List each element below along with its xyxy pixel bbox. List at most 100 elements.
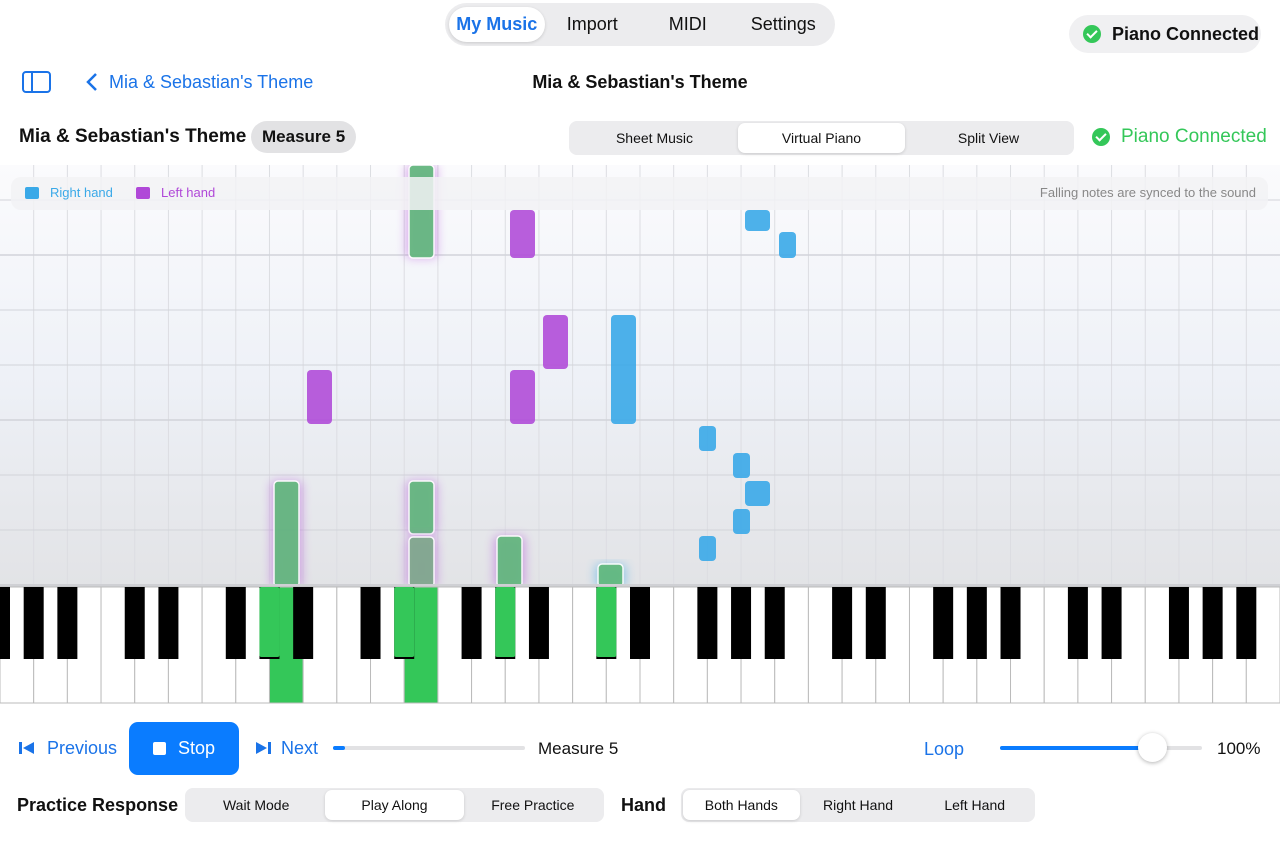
- falling-note: [543, 315, 568, 369]
- pressed-key: [596, 587, 617, 657]
- status-pill: Piano Connected: [1069, 15, 1261, 53]
- progress-track[interactable]: [333, 746, 525, 750]
- falling-note: [699, 426, 716, 451]
- legend-bar: [11, 177, 1268, 210]
- black-key: [865, 587, 886, 659]
- black-key: [57, 587, 78, 659]
- falling-note: [408, 480, 435, 535]
- falling-note: [611, 315, 636, 424]
- tempo-thumb[interactable]: [1138, 733, 1167, 762]
- tab[interactable]: Import: [566, 14, 618, 34]
- view-option[interactable]: Split View: [957, 130, 1020, 146]
- practice-option[interactable]: Wait Mode: [222, 797, 290, 813]
- legend-note: Falling notes are synced to the sound: [1040, 185, 1256, 200]
- black-key: [1168, 587, 1189, 659]
- black-key: [832, 587, 853, 659]
- stop-label: Stop: [178, 738, 216, 758]
- nav-title: Mia & Sebastian's Theme: [532, 72, 748, 92]
- measure-label: Measure 5: [538, 739, 619, 758]
- falling-note: [510, 210, 535, 258]
- black-key: [966, 587, 987, 659]
- legend-label: Right hand: [50, 185, 113, 200]
- falling-notes: [271, 165, 796, 588]
- practice-option[interactable]: Free Practice: [491, 797, 575, 813]
- piano-roll: Right hand Left hand Falling notes are s…: [0, 165, 1280, 704]
- black-key: [225, 587, 246, 659]
- top-tabs: My Music Import MIDI Settings: [445, 3, 835, 46]
- song-title: Mia & Sebastian's Theme: [19, 126, 247, 147]
- falling-note: [496, 535, 523, 588]
- black-key: [158, 587, 179, 659]
- stop-icon: [153, 742, 166, 755]
- hand-label: Hand: [621, 795, 666, 815]
- falling-note: [510, 370, 535, 424]
- falling-note: [745, 210, 770, 231]
- falling-note: [699, 536, 716, 561]
- tab[interactable]: My Music: [449, 7, 545, 42]
- loop-button[interactable]: Loop: [924, 739, 965, 759]
- falling-note: [779, 232, 796, 258]
- check-icon: [1083, 25, 1101, 43]
- view-option[interactable]: Virtual Piano: [738, 123, 905, 153]
- back-link[interactable]: Mia & Sebastian's Theme: [109, 72, 314, 92]
- view-option[interactable]: Sheet Music: [615, 130, 694, 146]
- black-key: [528, 587, 549, 659]
- black-key: [1000, 587, 1021, 659]
- black-key: [1236, 587, 1257, 659]
- legend-swatch: [136, 187, 150, 199]
- black-key: [630, 587, 650, 659]
- next-icon[interactable]: [254, 740, 272, 756]
- hand-option[interactable]: Right Hand: [822, 797, 894, 813]
- falling-note: [597, 563, 624, 588]
- prev-icon[interactable]: [18, 740, 36, 756]
- legend-label: Left hand: [161, 185, 215, 200]
- stop-button[interactable]: Stop: [129, 722, 239, 775]
- falling-note: [745, 481, 770, 506]
- back-chevron[interactable]: [85, 72, 99, 92]
- tab[interactable]: MIDI: [668, 14, 707, 34]
- legend-swatch: [25, 187, 39, 199]
- previous-button[interactable]: Previous: [47, 738, 118, 758]
- status-text: Piano Connected: [1112, 24, 1260, 44]
- hand-option[interactable]: Left Hand: [944, 797, 1006, 813]
- tempo-label: 100%: [1217, 739, 1261, 758]
- hand-switch: Both Hands Right Hand Left Hand: [681, 788, 1035, 822]
- black-key: [360, 587, 381, 659]
- black-key: [461, 587, 482, 659]
- progress-fill: [333, 746, 345, 750]
- black-key: [1067, 587, 1088, 659]
- check-icon: [1092, 128, 1110, 146]
- keyboard-edge: [0, 584, 1280, 588]
- measure-badge: Measure 5: [251, 121, 357, 153]
- tempo-fill: [1000, 746, 1152, 750]
- practice-label: Practice Response: [17, 795, 179, 815]
- practice-switch: Wait Mode Play Along Free Practice: [185, 788, 604, 822]
- black-key: [764, 587, 785, 659]
- practice-option[interactable]: Play Along: [325, 790, 464, 820]
- black-key: [1101, 587, 1122, 659]
- black-key: [293, 587, 314, 659]
- pressed-key: [259, 587, 280, 657]
- sidebar-icon[interactable]: [22, 70, 52, 94]
- black-key: [731, 587, 752, 659]
- black-key: [124, 587, 145, 659]
- next-button[interactable]: Next: [281, 738, 319, 758]
- falling-note: [273, 480, 300, 588]
- black-key: [23, 587, 44, 659]
- pressed-key: [394, 587, 415, 657]
- falling-note: [733, 509, 750, 534]
- tab[interactable]: Settings: [750, 14, 816, 34]
- falling-note: [307, 370, 332, 424]
- falling-note: [408, 536, 435, 588]
- black-key: [1202, 587, 1223, 659]
- view-switch: Sheet Music Virtual Piano Split View: [569, 121, 1074, 155]
- black-key: [697, 587, 718, 659]
- falling-note: [733, 453, 750, 478]
- pressed-key: [495, 587, 516, 657]
- hand-option[interactable]: Both Hands: [683, 790, 800, 820]
- keyboard: [0, 584, 1280, 704]
- grid: [0, 165, 1280, 587]
- black-key: [933, 587, 954, 659]
- tempo-track[interactable]: [1000, 733, 1202, 762]
